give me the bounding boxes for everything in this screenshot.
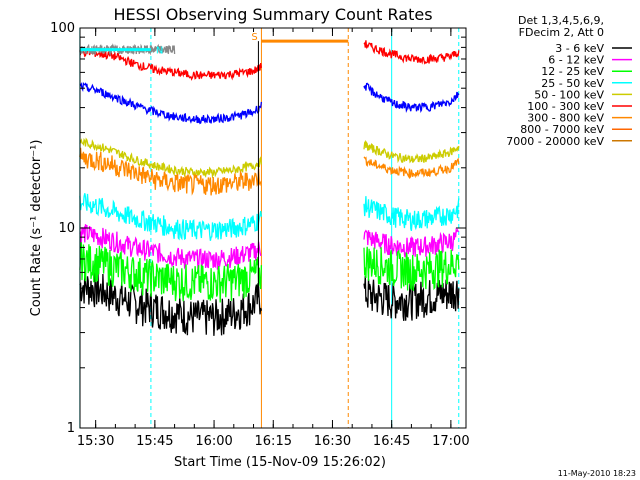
series-line [363,156,460,180]
legend-label: 7000 - 20000 keV [506,135,604,148]
x-axis: 15:30 15:45 16:00 16:15 16:30 16:45 17:00 [77,28,470,449]
legend-header: FDecim 2, Att 0 [519,26,604,39]
series-line [79,137,263,180]
x-axis-label: Start Time (15-Nov-09 15:26:02) [174,455,386,470]
series-25-50-kev [79,193,460,241]
chart-title: HESSI Observing Summary Count Rates [113,5,432,24]
legend-label: 300 - 800 keV [527,112,604,125]
series-300-800-kev [79,147,460,196]
x-tick-label: 16:00 [195,434,232,449]
x-tick-label: 16:30 [314,434,351,449]
legend-label: 12 - 25 keV [541,65,604,78]
x-tick-label: 15:45 [136,434,173,449]
series-800-7000-kev [79,81,460,125]
x-tick-label: 17:00 [432,434,469,449]
legend-label: 800 - 7000 keV [520,123,604,136]
series-line [79,242,263,303]
footer-date: 11-May-2010 18:23 [558,469,636,478]
x-tick-label: 16:15 [255,434,292,449]
y-tick-label: 100 [50,21,75,36]
series-line [79,270,263,336]
legend-label: 6 - 12 keV [548,54,604,67]
series-line [363,246,460,291]
series-line [363,196,460,231]
y-axis: 1 10 100 [50,21,466,436]
series-50-100-kev [79,137,460,180]
legend-label: 100 - 300 keV [527,100,604,113]
series-line [79,193,263,241]
series-line [363,139,460,164]
series-line [79,147,262,196]
y-axis-label: Count Rate (s⁻¹ detector⁻¹) [29,140,44,317]
night-label: N [156,46,163,57]
series-100-300-kev [79,40,460,81]
y-tick-label: 1 [67,421,75,436]
series-line [363,227,460,258]
legend-label: 3 - 6 keV [555,42,604,55]
x-tick-label: 16:45 [373,434,410,449]
y-tick-label: 10 [58,221,75,236]
saturation-label: S [251,32,257,43]
legend-label: 50 - 100 keV [534,88,604,101]
series-line [79,81,263,125]
plot-area: SN [79,28,460,428]
series-line [79,224,262,271]
legend-header: Det 1,3,4,5,6,9, [518,14,604,27]
legend: Det 1,3,4,5,6,9,FDecim 2, Att 0 3 - 6 keV… [506,14,632,148]
series-6-12-kev [79,224,460,271]
series-line [79,46,263,81]
series-line [363,82,460,114]
series-line [363,40,460,65]
x-tick-label: 15:30 [77,434,114,449]
legend-label: 25 - 50 keV [541,77,604,90]
series-12-25-kev [79,242,460,303]
